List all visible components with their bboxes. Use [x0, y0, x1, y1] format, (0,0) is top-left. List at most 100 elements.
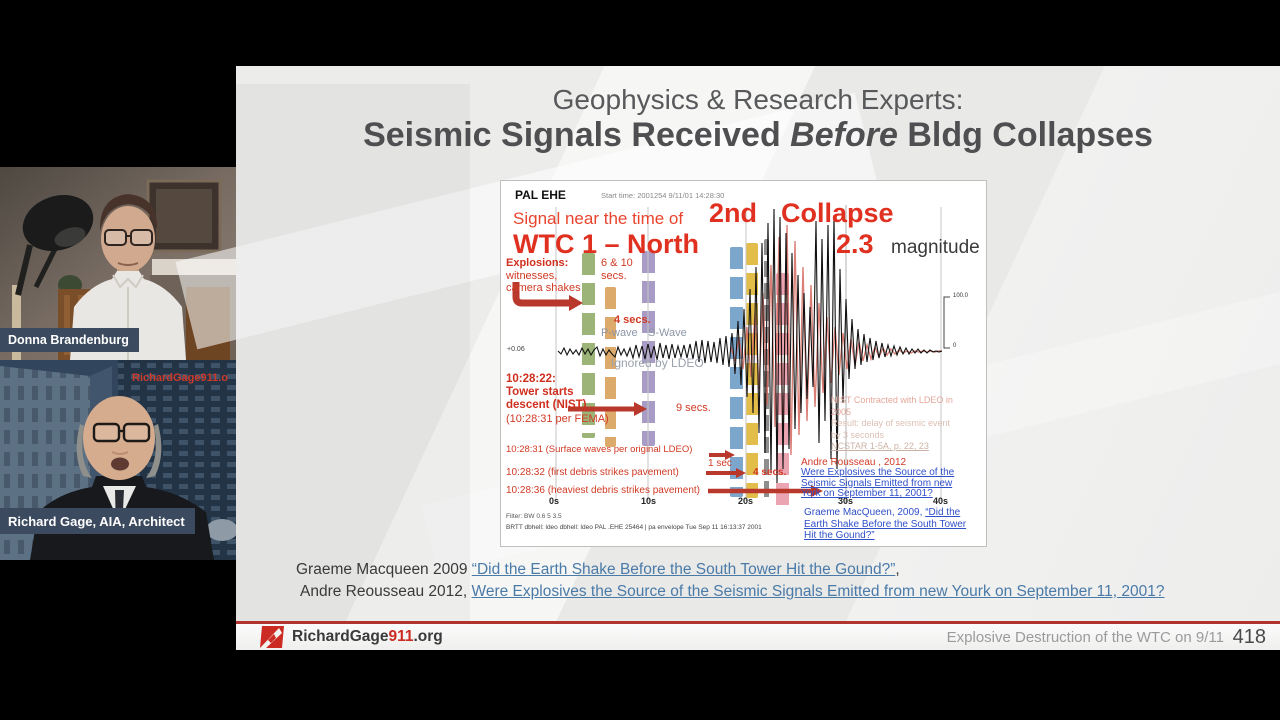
slide-title-line1: Geophysics & Research Experts: [552, 84, 964, 115]
presentation-slide: Geophysics & Research Experts: Seismic S… [175, 66, 1280, 650]
footer-bar: RichardGage911.org Explosive Destruction… [236, 624, 1280, 650]
title2-post: Bldg Collapses [897, 116, 1153, 154]
macqueen-reference: Graeme MacQueen, 2009, “Did the Earth Sh… [804, 507, 972, 542]
magnitude-word: magnitude [891, 237, 980, 258]
brand-911: 911 [388, 628, 414, 645]
chair-slat [64, 295, 70, 355]
event-bar-blue [730, 247, 743, 497]
background-cloud [206, 519, 236, 541]
start-time: Start time: 2001254 9/11/01 14:28:30 [601, 191, 725, 200]
citation2-pre: Andre Reousseau 2012, [300, 583, 472, 600]
nose-shadow [111, 451, 129, 455]
person-hair [99, 194, 158, 231]
signal-caption-2nd: 2nd [709, 198, 758, 228]
filter-line: Filter: BW 0.6 5 3.5 [506, 513, 562, 520]
interval-1sec: 1 sec [708, 458, 732, 469]
scale-top-label: 100.0 [953, 293, 969, 299]
nist-note: NIST Contracted with LDEO in 2005 Result… [831, 395, 953, 453]
person-mouth [117, 262, 139, 266]
event-bar-yellow [746, 243, 758, 498]
lamp-opening [54, 227, 86, 247]
signal-caption: Signal near the time of [513, 209, 684, 228]
name-tag-richard-label: Richard Gage, AIA, Architect [8, 513, 185, 529]
title2-italic: Before [790, 116, 898, 154]
brtt-line: BRTT dbhell: ldeo dbhell: ldeo PAL .EHE … [506, 524, 762, 531]
brand-post: .org [413, 628, 443, 645]
citation2-link[interactable]: Were Explosives the Source of the Seismi… [471, 583, 1165, 600]
hair-left [76, 424, 92, 478]
explosions-label-2: witnesses, [506, 270, 558, 282]
magnitude-value: 2.3 [836, 229, 874, 259]
footer-brand[interactable]: RichardGage911.org [292, 628, 443, 646]
footer-page-number: 418 [1232, 626, 1266, 648]
lamp-arm [15, 244, 33, 296]
slide-title-line2: Seismic Signals Received Before Bldg Col… [236, 116, 1280, 155]
glasses-right [122, 422, 151, 443]
amp-offset-label: +0.06 [507, 346, 525, 353]
citation1-post: , [895, 561, 900, 578]
event-bar-gray [764, 239, 769, 501]
jacket-collar [112, 274, 144, 289]
x-tick-40s: 40s [933, 496, 949, 506]
footer-deck-title: Explosive Destruction of the WTC on 9/11 [946, 629, 1224, 646]
s-wave-label: S-Wave [648, 327, 687, 339]
glasses-left-lens [104, 229, 127, 246]
brand-pre: RichardGage [292, 628, 389, 645]
citation-line-2: Andre Reousseau 2012, Were Explosives th… [300, 583, 1164, 601]
interval-4secs-b: 4 secs. [753, 467, 787, 478]
event-time-1d: (10:28:31 per FEMA) [506, 413, 609, 425]
citation1-link[interactable]: “Did the Earth Shake Before the South To… [471, 561, 896, 578]
glasses-right-lens [130, 229, 153, 246]
explosions-label-1: Explosions: [506, 257, 569, 269]
name-tag-richard: Richard Gage, AIA, Architect [0, 508, 195, 534]
video-tile-richard[interactable]: RichardGage911.o Richard Gage, AIA, Arch… [0, 360, 236, 560]
event-time-1b: Tower starts [506, 386, 574, 398]
tripod-pole [12, 285, 21, 360]
nist-note-5: NCSTAR 1-5A, p. 22, 23 [831, 441, 929, 451]
interval-6-10-b: secs. [601, 270, 627, 282]
x-tick-20s: 20s [738, 496, 754, 506]
event-time-1c: descent (NIST) [506, 399, 587, 411]
citation-line-1: Graeme Macqueen 2009 “Did the Earth Shak… [296, 561, 900, 579]
event-time-1a: 10:28:22: [506, 373, 556, 385]
event-time-2: 10:28:31 (Surface waves per original LDE… [506, 444, 693, 455]
amplitude-scale-bracket [943, 296, 950, 349]
explosions-label-3: camera shakes [506, 282, 581, 294]
glasses-left [92, 422, 121, 443]
nist-note-1: NIST Contracted with LDEO in [831, 395, 953, 405]
signal-caption-collapse: Collapse [781, 198, 894, 228]
name-tag-donna: Donna Brandenburg [0, 328, 139, 352]
title2-pre: Seismic Signals Received [363, 116, 791, 154]
event-time-3: 10:28:32 (first debris strikes pavement) [506, 467, 679, 478]
building-label: WTC 1 – North [513, 229, 699, 259]
citation1-pre: Graeme Macqueen 2009 [296, 561, 472, 578]
ignored-ldeo-label: Ignored by LDEO [611, 356, 704, 370]
footer-divider [236, 621, 1280, 624]
interval-6-10-a: 6 & 10 [601, 257, 633, 269]
nist-note-3: Result: delay of seismic event [831, 418, 951, 428]
macqueen-link[interactable]: “Did the Earth Shake Before the South To… [804, 507, 967, 541]
nist-note-2: 2005 [831, 406, 852, 417]
hair-right [146, 424, 162, 478]
picture-inner [156, 189, 212, 243]
station-code: PAL EHE [515, 188, 566, 202]
x-tick-0s: 0s [549, 496, 560, 506]
macqueen-name: Graeme MacQueen, 2009, [804, 507, 926, 518]
x-tick-10s: 10s [641, 496, 657, 506]
rousseau-link[interactable]: Were Explosives the Source of the Seismi… [801, 467, 955, 499]
video-watermark: RichardGage911.o [132, 372, 228, 384]
event-bar-purple [642, 251, 655, 446]
p-wave-label: P-wave [601, 327, 638, 339]
person-face [101, 206, 155, 272]
richardgage911-logo [260, 626, 284, 648]
scale-bottom-label: 0 [953, 343, 957, 349]
mouth-open [111, 457, 129, 471]
interval-4secs: 4 secs. [614, 314, 651, 326]
seismograph-chart: PAL EHE Start time: 2001254 9/11/01 14:2… [500, 180, 987, 547]
name-tag-donna-label: Donna Brandenburg [8, 333, 129, 347]
lamp-arm-2 [33, 247, 58, 289]
nist-note-4: by 3 seconds [831, 429, 885, 440]
event-time-4: 10:28:36 (heaviest debris strikes paveme… [506, 485, 700, 496]
slide-bg-panel [236, 84, 470, 632]
